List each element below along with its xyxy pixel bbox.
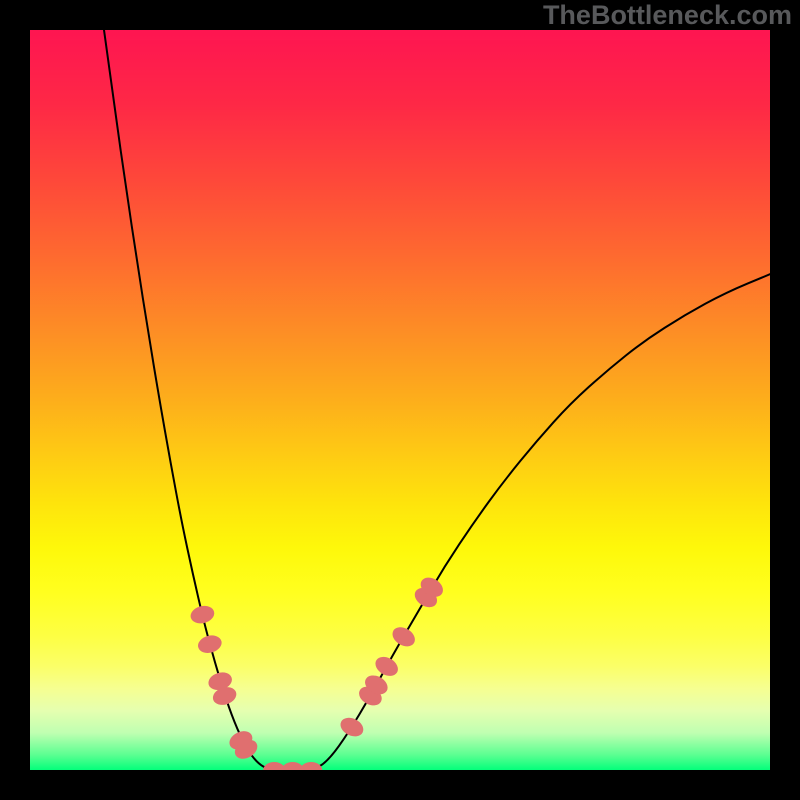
plot-background-gradient: [30, 30, 770, 770]
watermark-text: TheBottleneck.com: [543, 0, 792, 30]
bottleneck-v-curve-chart: TheBottleneck.com: [0, 0, 800, 800]
